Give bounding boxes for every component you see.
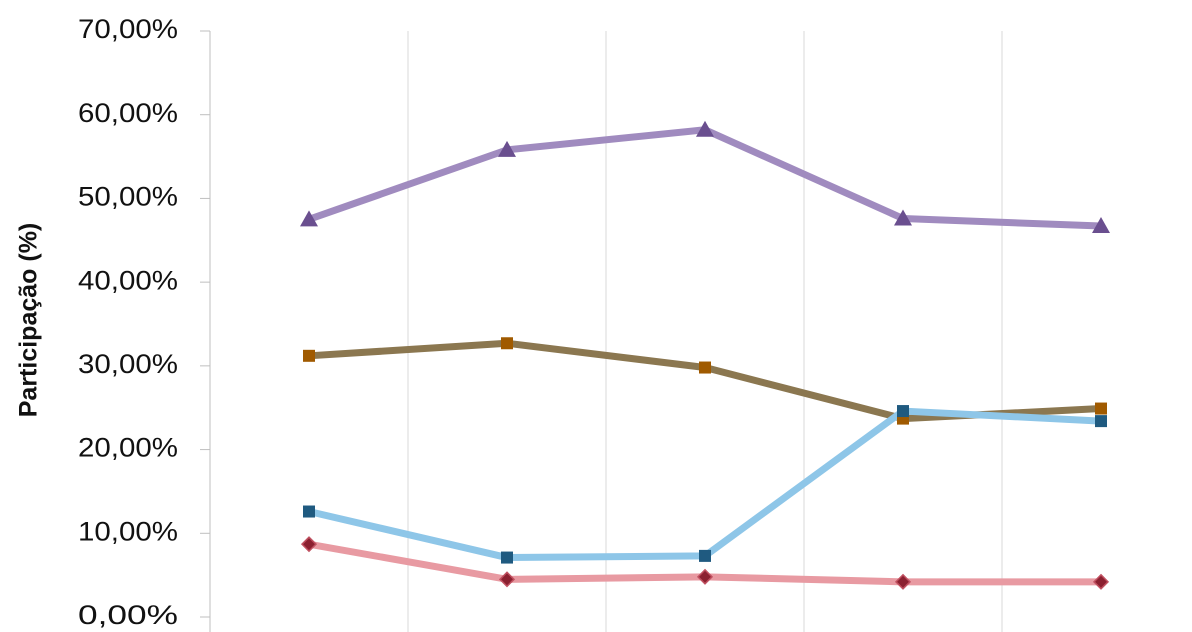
marker: [894, 209, 912, 226]
y-tick-label: 0,00%: [78, 600, 178, 630]
marker: [1092, 573, 1110, 590]
series-line: [307, 126, 1102, 230]
marker: [897, 405, 909, 418]
series-line: [308, 339, 1102, 423]
marker: [300, 210, 318, 227]
marker: [1095, 402, 1107, 415]
y-tick-label: 30,00%: [78, 349, 178, 379]
y-tick-label: 10,00%: [78, 516, 178, 546]
marker: [501, 337, 513, 350]
y-axis-label: Participação (%): [15, 223, 43, 418]
marker: [501, 551, 513, 564]
marker: [699, 361, 711, 374]
marker: [498, 571, 516, 588]
y-tick-label: 40,00%: [78, 265, 178, 295]
y-tick-label: 20,00%: [78, 433, 178, 463]
marker: [1095, 415, 1107, 428]
y-tick-label: 50,00%: [78, 182, 178, 212]
marker: [696, 568, 714, 585]
marker: [300, 536, 318, 553]
marker: [1092, 217, 1110, 234]
marker: [696, 120, 714, 137]
marker: [303, 505, 315, 518]
marker: [699, 549, 711, 562]
y-tick-label: 70,00%: [78, 14, 178, 44]
series-line: [308, 407, 1102, 562]
y-tick-label: 60,00%: [78, 98, 178, 128]
marker: [894, 573, 912, 590]
marker: [303, 349, 315, 362]
marker: [498, 140, 516, 157]
